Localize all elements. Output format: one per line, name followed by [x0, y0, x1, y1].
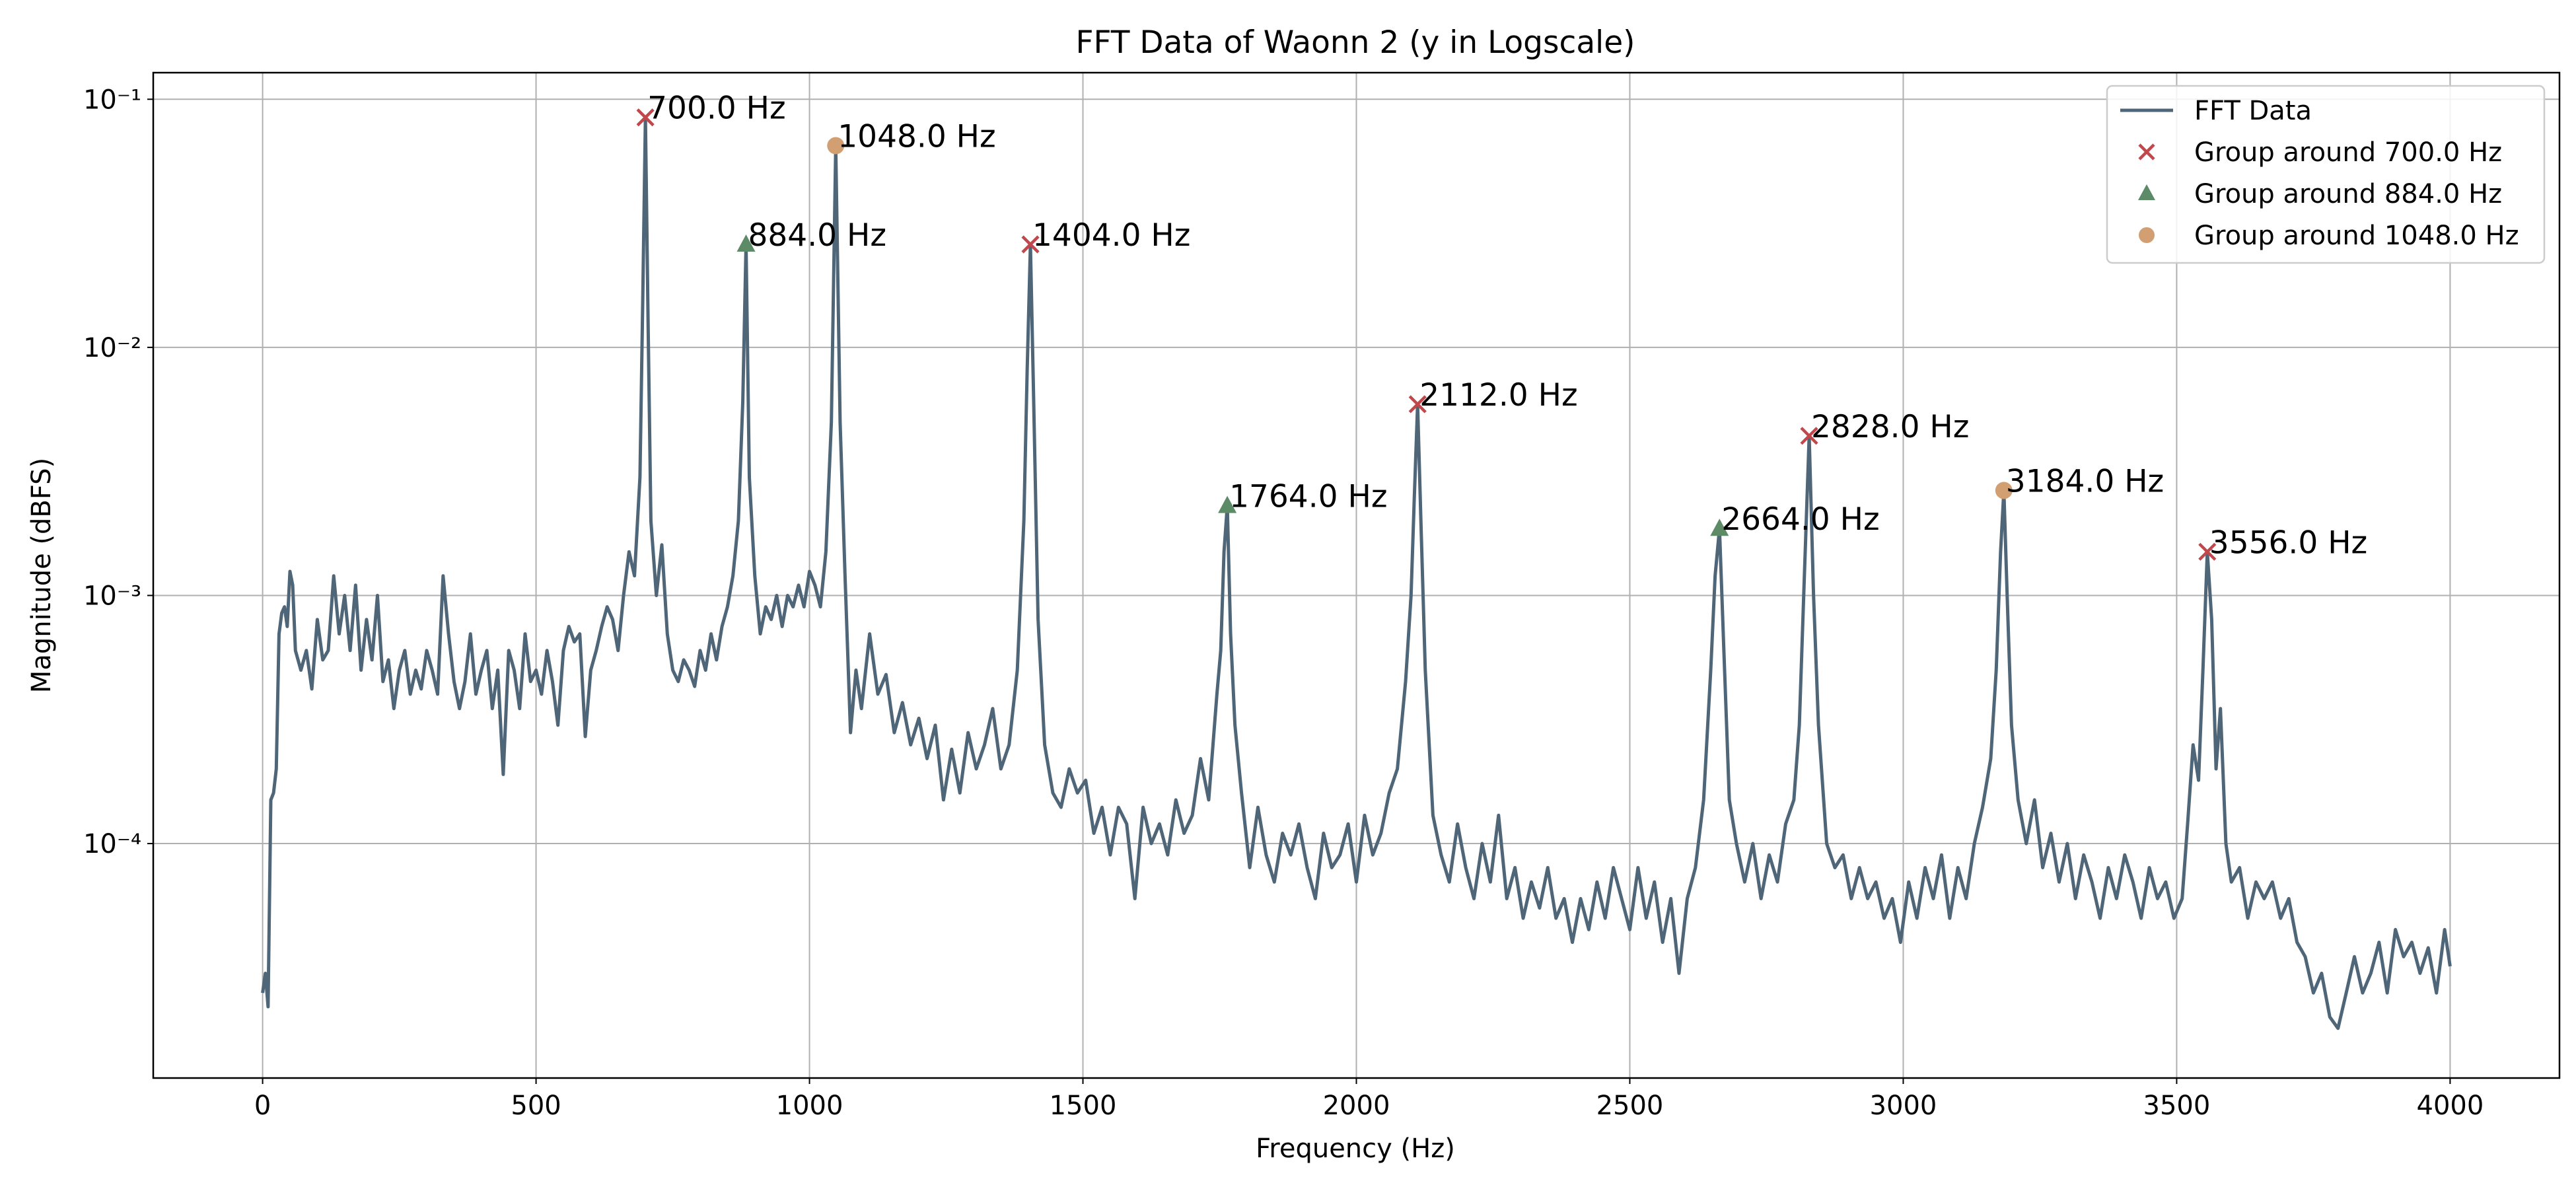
x-tick-label: 2500 — [1596, 1091, 1664, 1121]
scatter-group: 700.0 Hz 1404.0 Hz 2112.0 Hz 2828.0 Hz 3556.… — [636, 90, 2367, 561]
legend-label: Group around 1048.0 Hz — [2194, 221, 2519, 251]
chart-title: FFT Data of Waonn 2 (y in Logscale) — [1076, 24, 1635, 61]
y-tick-label: 10⁻¹ — [83, 85, 141, 115]
x-tick-label: 1000 — [776, 1091, 843, 1121]
marker-x — [636, 108, 655, 127]
peak-label: 2828.0 Hz — [1811, 409, 1969, 445]
fft-line — [261, 116, 2452, 1030]
peak-label: 3184.0 Hz — [2006, 463, 2164, 499]
marker-triangle — [736, 234, 756, 252]
legend-swatch — [2138, 143, 2155, 161]
marker-x — [1408, 395, 1427, 414]
y-tick-label: 10⁻³ — [83, 581, 141, 611]
legend-swatch — [2138, 184, 2155, 200]
legend-label: FFT Data — [2194, 96, 2312, 126]
scatter-group: 1048.0 Hz 3184.0 Hz — [827, 119, 2164, 499]
marker-stroke — [1800, 427, 1818, 445]
peak-label: 3556.0 Hz — [2209, 524, 2367, 561]
x-tick-label: 2000 — [1323, 1091, 1390, 1121]
x-axis-label: Frequency (Hz) — [1256, 1134, 1455, 1164]
legend-label: Group around 700.0 Hz — [2194, 137, 2502, 168]
peak-label: 2664.0 Hz — [1721, 501, 1879, 538]
peak-label: 2112.0 Hz — [1419, 377, 1577, 414]
y-tick-label: 10⁻² — [83, 333, 141, 363]
legend-label: Group around 884.0 Hz — [2194, 179, 2502, 209]
x-tick-label: 500 — [511, 1091, 561, 1121]
legend-box — [2106, 85, 2546, 264]
peak-label: 1048.0 Hz — [838, 119, 995, 155]
marker-triangle — [1218, 495, 1237, 513]
marker-stroke — [2198, 542, 2217, 561]
peak-label: 1404.0 Hz — [1032, 217, 1190, 254]
marker-triangle — [1710, 519, 1729, 536]
marker-circle — [1995, 482, 2013, 499]
x-tick-label: 4000 — [2417, 1091, 2484, 1121]
scatter-group: 884.0 Hz 1764.0 Hz 2664.0 Hz — [736, 217, 1880, 538]
peak-label: 1764.0 Hz — [1229, 479, 1387, 515]
marker-stroke — [1021, 235, 1040, 254]
marker-circle — [827, 137, 845, 155]
x-tick-label: 1500 — [1050, 1091, 1117, 1121]
marker-stroke — [636, 108, 655, 127]
marker-x — [2198, 542, 2217, 561]
y-axis-label: Magnitude (dBFS) — [26, 458, 57, 693]
peak-label: 884.0 Hz — [748, 217, 887, 254]
legend-swatch — [2139, 227, 2155, 243]
y-tick-label: 10⁻⁴ — [83, 829, 141, 859]
axes-frame — [152, 71, 2561, 1079]
marker-stroke — [1408, 395, 1427, 414]
marker-x — [1800, 427, 1818, 445]
peak-label: 700.0 Hz — [647, 90, 786, 127]
marker-x — [1021, 235, 1040, 254]
x-tick-label: 0 — [254, 1091, 271, 1121]
x-tick-label: 3000 — [1870, 1091, 1937, 1121]
x-tick-label: 3500 — [2143, 1091, 2211, 1121]
legend: FFT Data Group around 700.0 Hz Group aroun… — [2106, 85, 2546, 264]
